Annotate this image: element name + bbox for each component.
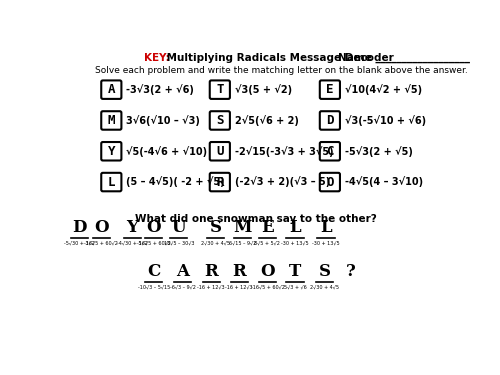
Text: -5√30 + 3√2: -5√30 + 3√2 bbox=[64, 241, 95, 246]
FancyBboxPatch shape bbox=[101, 80, 121, 99]
Text: M: M bbox=[233, 219, 252, 236]
Text: -16√5 + 60√2: -16√5 + 60√2 bbox=[137, 241, 171, 246]
Text: What did one snowman say to the other?: What did one snowman say to the other? bbox=[136, 214, 377, 224]
Text: R: R bbox=[204, 263, 218, 280]
Text: A: A bbox=[176, 263, 189, 280]
Text: -30 + 13√5: -30 + 13√5 bbox=[281, 241, 309, 246]
Text: 5√3 + √6: 5√3 + √6 bbox=[284, 285, 306, 290]
Text: Multiplying Radicals Message Decoder: Multiplying Radicals Message Decoder bbox=[163, 53, 394, 63]
Text: O: O bbox=[146, 219, 162, 236]
Text: (5 – 4√5)( -2 + √5): (5 – 4√5)( -2 + √5) bbox=[126, 177, 224, 188]
Text: E: E bbox=[260, 219, 274, 236]
FancyBboxPatch shape bbox=[210, 142, 230, 160]
Text: Y: Y bbox=[108, 145, 115, 158]
Text: -6√3 – 9√2: -6√3 – 9√2 bbox=[170, 285, 196, 290]
Text: -5√3(2 + √5): -5√3(2 + √5) bbox=[346, 146, 413, 157]
Text: M: M bbox=[108, 114, 115, 127]
FancyBboxPatch shape bbox=[320, 80, 340, 99]
FancyBboxPatch shape bbox=[101, 173, 121, 191]
FancyBboxPatch shape bbox=[101, 142, 121, 160]
Text: -4√5(4 – 3√10): -4√5(4 – 3√10) bbox=[346, 177, 424, 188]
Text: √3(5 + √2): √3(5 + √2) bbox=[234, 84, 292, 95]
Text: A: A bbox=[108, 83, 115, 96]
FancyBboxPatch shape bbox=[320, 142, 340, 160]
Text: S: S bbox=[318, 263, 330, 280]
Text: E: E bbox=[326, 83, 334, 96]
Text: -30 + 13√5: -30 + 13√5 bbox=[312, 241, 340, 246]
Text: 3√6(√10 – √3): 3√6(√10 – √3) bbox=[126, 115, 200, 126]
Text: D: D bbox=[72, 219, 87, 236]
Text: S: S bbox=[210, 219, 222, 236]
Text: -2√15(-3√3 + 3√5): -2√15(-3√3 + 3√5) bbox=[234, 146, 333, 157]
Text: -4√30 + 5√2: -4√30 + 5√2 bbox=[117, 241, 148, 246]
Text: KEY:: KEY: bbox=[144, 53, 170, 63]
Text: -16 + 12√3: -16 + 12√3 bbox=[198, 285, 225, 290]
Text: O: O bbox=[326, 176, 334, 189]
Text: 2√30 + 4√5: 2√30 + 4√5 bbox=[202, 241, 230, 246]
FancyBboxPatch shape bbox=[210, 173, 230, 191]
Text: 2√30 + 4√5: 2√30 + 4√5 bbox=[310, 285, 339, 290]
Text: T: T bbox=[216, 83, 224, 96]
Text: -3√3(2 + √6): -3√3(2 + √6) bbox=[126, 84, 194, 95]
Text: 6√15 – 9√2: 6√15 – 9√2 bbox=[228, 241, 256, 246]
Text: T: T bbox=[289, 263, 301, 280]
Text: -16 + 12√3: -16 + 12√3 bbox=[226, 285, 253, 290]
Text: 2√5(√6 + 2): 2√5(√6 + 2) bbox=[234, 115, 298, 126]
Text: -16√5 + 60√2: -16√5 + 60√2 bbox=[251, 285, 285, 290]
Text: -10√3 – 5√15: -10√3 – 5√15 bbox=[138, 285, 170, 290]
FancyBboxPatch shape bbox=[210, 80, 230, 99]
FancyBboxPatch shape bbox=[210, 111, 230, 130]
Text: R: R bbox=[216, 176, 224, 189]
Text: O: O bbox=[94, 219, 108, 236]
Text: R: R bbox=[232, 263, 246, 280]
Text: L: L bbox=[289, 219, 301, 236]
Text: S: S bbox=[216, 114, 224, 127]
Text: √10(4√2 + √5): √10(4√2 + √5) bbox=[346, 84, 422, 95]
FancyBboxPatch shape bbox=[320, 111, 340, 130]
Text: 18√5 – 30√3: 18√5 – 30√3 bbox=[164, 241, 194, 246]
Text: D: D bbox=[326, 114, 334, 127]
Text: Name __________________: Name __________________ bbox=[338, 53, 469, 63]
FancyBboxPatch shape bbox=[101, 111, 121, 130]
Text: ?: ? bbox=[346, 263, 356, 280]
FancyBboxPatch shape bbox=[320, 173, 340, 191]
Text: (-2√3 + 2)(√3 – 5): (-2√3 + 2)(√3 – 5) bbox=[234, 177, 330, 188]
Text: Solve each problem and write the matching letter on the blank above the answer.: Solve each problem and write the matchin… bbox=[95, 66, 468, 75]
Text: √3(-5√10 + √6): √3(-5√10 + √6) bbox=[346, 115, 426, 126]
Text: O: O bbox=[260, 263, 275, 280]
Text: Y: Y bbox=[126, 219, 138, 236]
Text: √5(-4√6 + √10): √5(-4√6 + √10) bbox=[126, 146, 207, 157]
Text: -16√5 + 60√2: -16√5 + 60√2 bbox=[84, 241, 118, 246]
Text: L: L bbox=[108, 176, 115, 189]
Text: U: U bbox=[172, 219, 186, 236]
Text: C: C bbox=[326, 145, 334, 158]
Text: C: C bbox=[148, 263, 160, 280]
Text: 8√5 + 5√2: 8√5 + 5√2 bbox=[254, 241, 280, 246]
Text: L: L bbox=[320, 219, 332, 236]
Text: U: U bbox=[216, 145, 224, 158]
